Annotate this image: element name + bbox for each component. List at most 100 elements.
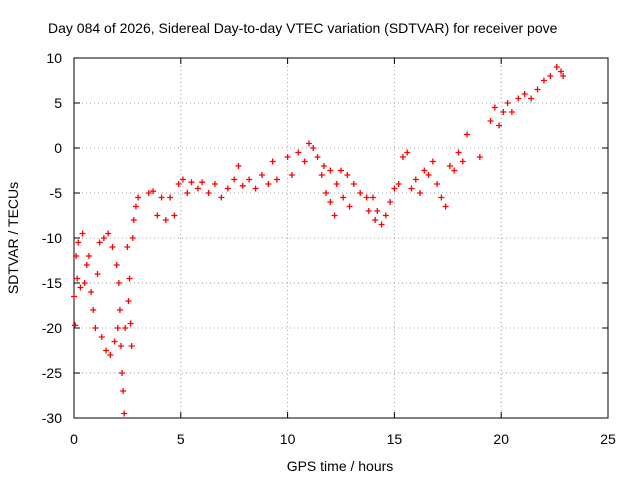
data-point: [425, 172, 432, 178]
data-points: [71, 64, 567, 417]
data-point: [310, 145, 317, 151]
data-point: [224, 185, 231, 192]
data-point: [105, 230, 112, 237]
data-point: [487, 118, 494, 124]
data-point: [103, 347, 110, 354]
data-point: [496, 122, 503, 129]
data-point: [162, 217, 169, 223]
data-point: [295, 149, 302, 156]
data-point: [171, 212, 178, 219]
data-point: [421, 167, 428, 174]
data-point: [179, 176, 186, 183]
data-point: [72, 322, 79, 329]
data-point: [73, 253, 80, 259]
data-point: [235, 163, 242, 169]
chart-title: Day 084 of 2026, Sidereal Day-to-day VTE…: [48, 20, 558, 36]
data-point: [175, 181, 182, 187]
y-tick-label: 0: [54, 140, 62, 156]
data-point: [117, 343, 124, 349]
data-point: [205, 190, 212, 196]
data-point: [372, 217, 379, 223]
data-point: [119, 370, 126, 376]
data-point: [417, 190, 424, 196]
y-tick-label: -20: [42, 320, 62, 336]
data-point: [374, 208, 381, 214]
data-point: [451, 167, 458, 174]
data-point: [116, 307, 123, 313]
y-tick-label: -15: [42, 275, 62, 291]
data-point: [273, 176, 280, 183]
data-point: [83, 262, 90, 268]
data-point: [126, 275, 133, 282]
data-point: [365, 208, 372, 214]
x-tick-label: 0: [70, 431, 78, 447]
data-point: [318, 172, 325, 178]
data-point: [145, 190, 152, 196]
data-point: [508, 109, 515, 115]
data-point: [382, 212, 389, 219]
data-point: [363, 194, 370, 201]
grid: [74, 58, 608, 418]
data-point: [558, 68, 565, 75]
data-point: [314, 154, 321, 160]
data-point: [94, 271, 101, 277]
data-point: [114, 325, 121, 331]
data-point: [130, 217, 137, 223]
data-point: [122, 325, 129, 331]
data-point: [391, 185, 398, 192]
data-point: [246, 176, 253, 183]
data-point: [79, 230, 86, 237]
data-point: [412, 176, 419, 183]
data-point: [120, 388, 127, 394]
data-point: [77, 284, 84, 291]
data-point: [88, 289, 95, 295]
data-point: [125, 298, 132, 304]
axis-ticks: [73, 57, 609, 419]
data-point: [107, 352, 114, 358]
x-tick-label: 5: [177, 431, 185, 447]
data-point: [500, 109, 507, 115]
data-point: [90, 307, 97, 313]
data-point: [252, 185, 259, 192]
data-point: [464, 131, 471, 138]
data-point: [305, 140, 312, 147]
data-point: [158, 194, 165, 201]
x-tick-label: 15: [387, 431, 403, 447]
x-tick-labels: 0 5 10 15 20 25: [70, 431, 616, 447]
data-point: [323, 190, 330, 196]
data-point: [288, 172, 295, 178]
data-point: [265, 181, 272, 187]
data-point: [528, 95, 535, 102]
data-point: [446, 163, 453, 169]
data-point: [521, 91, 528, 97]
data-point: [239, 182, 246, 189]
y-tick-label: -30: [42, 410, 62, 426]
data-point: [199, 179, 206, 186]
data-point: [113, 262, 120, 268]
data-point: [378, 221, 385, 228]
data-point: [85, 253, 92, 259]
y-tick-label: 5: [54, 95, 62, 111]
data-point: [547, 73, 554, 79]
data-point: [188, 179, 195, 186]
data-point: [135, 194, 142, 201]
data-point: [218, 194, 225, 201]
data-point: [408, 185, 415, 192]
data-point: [150, 188, 157, 195]
y-tick-label: -25: [42, 365, 62, 381]
data-point: [515, 95, 522, 102]
data-point: [553, 64, 560, 70]
data-point: [71, 293, 77, 300]
data-point: [132, 203, 139, 210]
data-point: [124, 244, 131, 250]
y-axis-label: SDTVAR / TECUs: [5, 182, 21, 294]
data-point: [92, 325, 99, 331]
data-point: [387, 199, 394, 205]
data-point: [96, 239, 103, 246]
data-point: [154, 212, 161, 219]
y-tick-label: -5: [50, 185, 63, 201]
data-point: [534, 86, 541, 93]
data-point: [333, 181, 340, 187]
data-point: [357, 190, 364, 196]
data-point: [340, 194, 347, 201]
